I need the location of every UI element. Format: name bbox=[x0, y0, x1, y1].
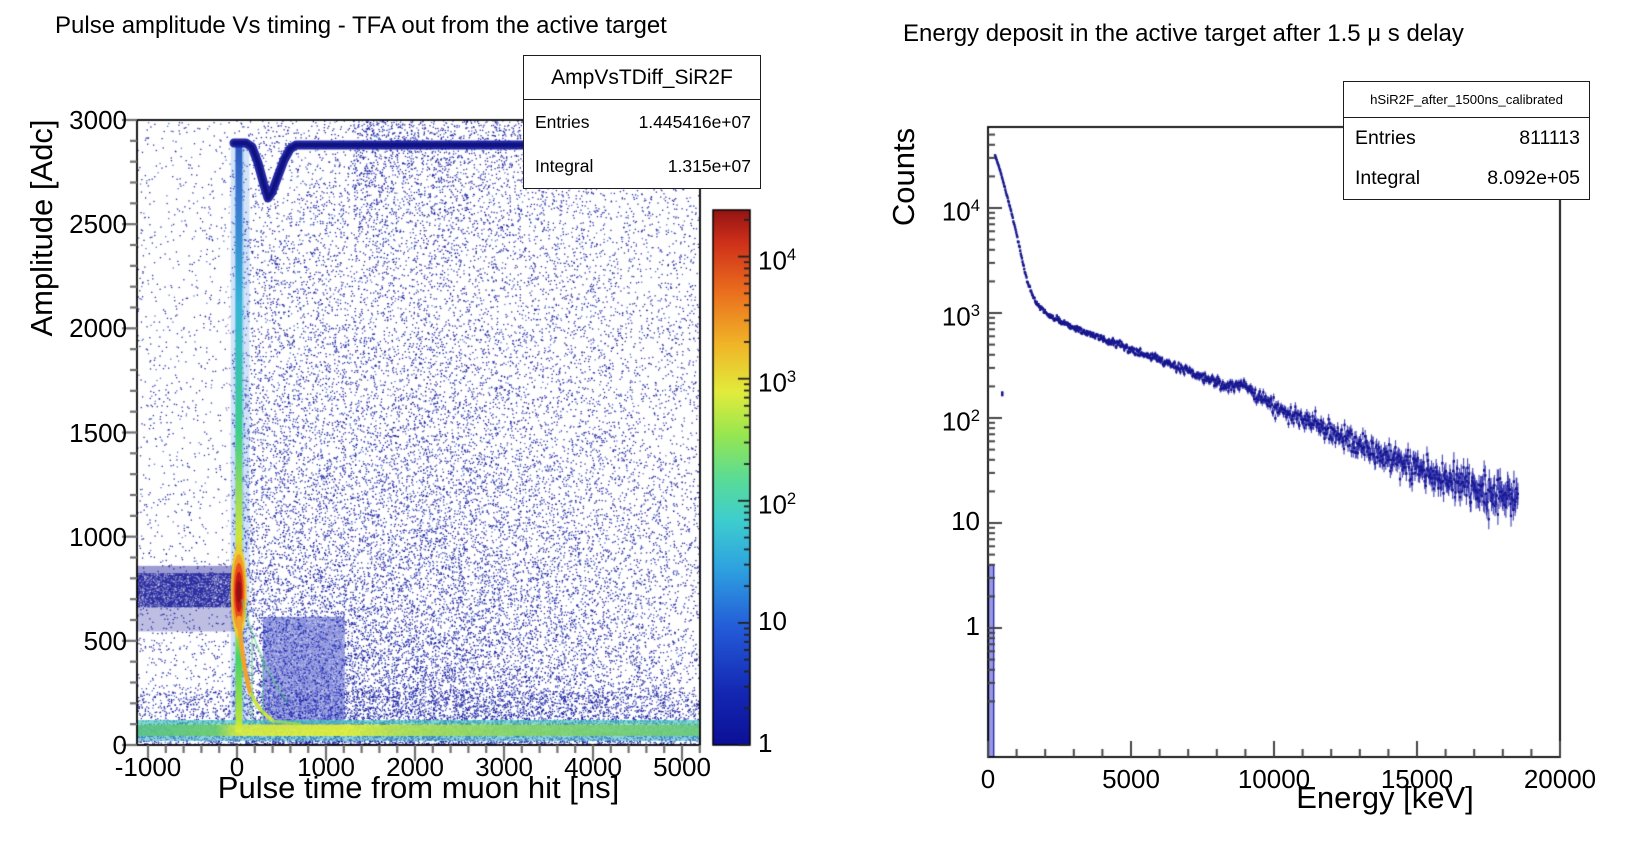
left-stats-integral-row: Integral 1.315e+07 bbox=[524, 144, 760, 188]
right-stats-entries-value: 811113 bbox=[1519, 126, 1580, 149]
right-stats-box: hSiR2F_after_1500ns_calibrated Entries 8… bbox=[1343, 81, 1590, 200]
right-stats-integral-row: Integral 8.092e+05 bbox=[1344, 158, 1589, 198]
left-stats-entries-value: 1.445416e+07 bbox=[638, 111, 751, 132]
left-stats-entries-label: Entries bbox=[535, 111, 590, 132]
left-stats-entries-row: Entries 1.445416e+07 bbox=[524, 100, 760, 144]
right-stats-entries-row: Entries 811113 bbox=[1344, 118, 1589, 158]
right-plot-title: Energy deposit in the active target afte… bbox=[903, 20, 1464, 47]
right-y-axis-title: Counts bbox=[886, 127, 921, 227]
left-y-axis-title: Amplitude [Adc] bbox=[24, 119, 59, 337]
left-x-axis-title: Pulse time from muon hit [ns] bbox=[217, 770, 620, 805]
left-stats-integral-value: 1.315e+07 bbox=[667, 155, 751, 176]
right-stats-integral-value: 8.092e+05 bbox=[1487, 166, 1580, 189]
right-stats-entries-label: Entries bbox=[1355, 126, 1416, 149]
right-stats-title: hSiR2F_after_1500ns_calibrated bbox=[1344, 82, 1589, 118]
left-stats-integral-label: Integral bbox=[535, 155, 594, 176]
left-stats-box: AmpVsTDiff_SiR2F Entries 1.445416e+07 In… bbox=[523, 55, 761, 189]
right-stats-integral-label: Integral bbox=[1355, 166, 1421, 189]
left-stats-title: AmpVsTDiff_SiR2F bbox=[524, 56, 760, 100]
left-plot-title: Pulse amplitude Vs timing - TFA out from… bbox=[55, 12, 667, 39]
right-x-axis-title: Energy [keV] bbox=[1296, 780, 1474, 815]
